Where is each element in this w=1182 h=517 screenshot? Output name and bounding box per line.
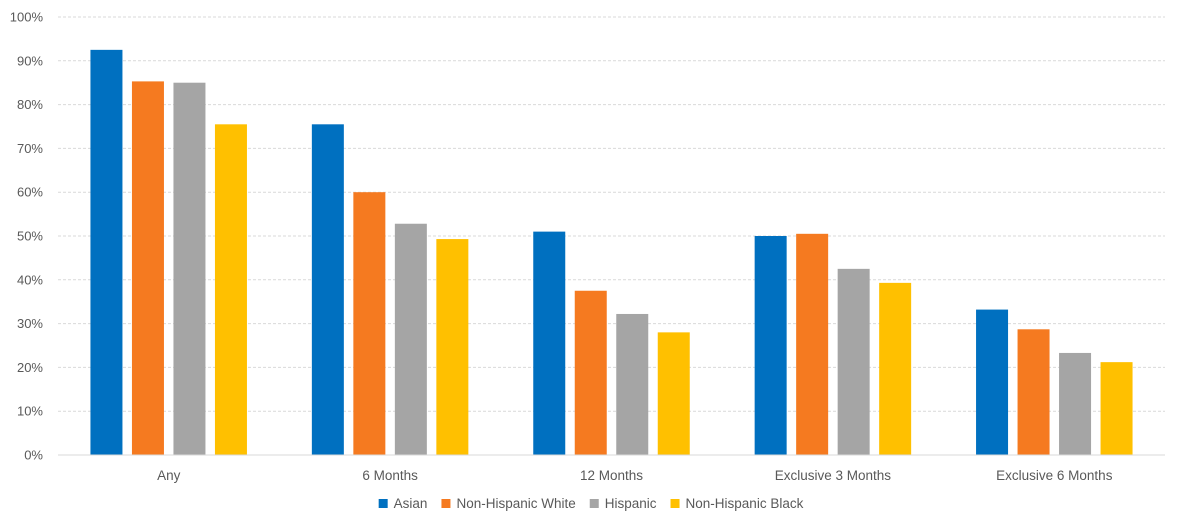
bar-non-hispanic-black	[436, 239, 469, 455]
legend-label-non-hispanic-black: Non-Hispanic Black	[686, 496, 804, 511]
bar-hispanic	[837, 268, 870, 455]
legend: Asian Non-Hispanic White Hispanic Non-Hispa…	[378, 496, 804, 511]
y-tick-label: 30%	[17, 316, 43, 331]
bar-hispanic	[173, 82, 206, 455]
bar-non-hispanic-white	[353, 192, 386, 455]
bar-non-hispanic-white	[131, 81, 164, 456]
bar-hispanic	[1059, 352, 1092, 455]
legend-swatch-asian	[378, 499, 388, 508]
bar-non-hispanic-white	[574, 290, 607, 455]
y-tick-label: 0%	[24, 448, 43, 463]
y-tick-label: 80%	[17, 97, 43, 112]
y-tick-label: 100%	[10, 10, 44, 25]
x-category-label: Exclusive 3 Months	[775, 468, 892, 483]
y-axis-tick-labels: 0% 10% 20% 30% 40% 50% 60% 70% 80% 90% 100%	[10, 10, 44, 463]
x-category-label: Any	[157, 468, 181, 483]
bar-asian	[976, 309, 1009, 455]
x-category-label: 12 Months	[580, 468, 643, 483]
legend-label-asian: Asian	[394, 496, 428, 511]
y-tick-label: 60%	[17, 185, 43, 200]
legend-label-hispanic: Hispanic	[605, 496, 657, 511]
legend-swatch-non-hispanic-white	[441, 499, 451, 508]
bar-asian	[533, 231, 566, 455]
y-tick-label: 10%	[17, 404, 43, 419]
bar-non-hispanic-black	[1100, 362, 1133, 455]
y-tick-label: 40%	[17, 272, 43, 287]
y-tick-label: 70%	[17, 141, 43, 156]
bar-non-hispanic-black	[657, 332, 690, 455]
y-tick-label: 20%	[17, 360, 43, 375]
legend-swatch-non-hispanic-black	[670, 499, 680, 508]
bar-asian	[90, 49, 123, 455]
bar-asian	[311, 124, 344, 455]
bars	[90, 49, 1133, 456]
x-category-label: Exclusive 6 Months	[996, 468, 1113, 483]
x-axis-category-labels: Any 6 Months 12 Months Exclusive 3 Months Ex…	[157, 468, 1113, 483]
bar-non-hispanic-white	[796, 233, 829, 455]
legend-swatch-hispanic	[589, 499, 599, 508]
bar-non-hispanic-black	[879, 282, 912, 455]
bar-non-hispanic-black	[214, 124, 247, 455]
y-tick-label: 90%	[17, 53, 43, 68]
bar-hispanic	[394, 223, 427, 455]
bar-asian	[754, 236, 787, 455]
bar-hispanic	[616, 313, 649, 455]
bar-non-hispanic-white	[1017, 329, 1050, 455]
legend-label-non-hispanic-white: Non-Hispanic White	[456, 496, 575, 511]
y-tick-label: 50%	[17, 229, 43, 244]
x-category-label: 6 Months	[362, 468, 418, 483]
